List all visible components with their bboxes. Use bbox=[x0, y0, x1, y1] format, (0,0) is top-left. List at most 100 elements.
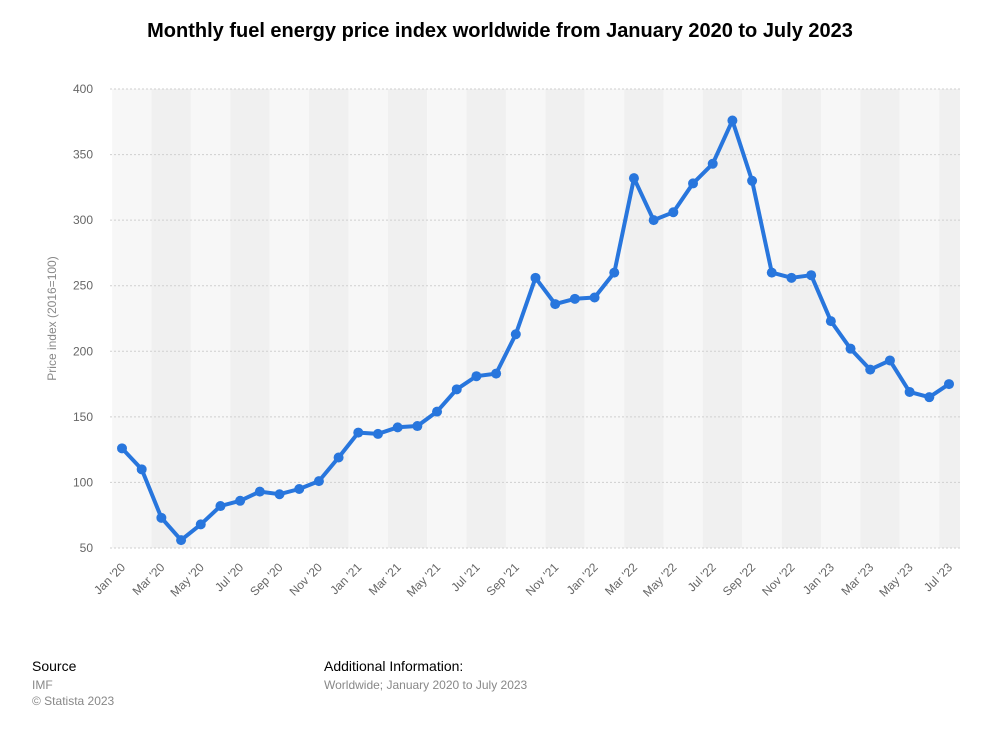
x-tick-label: Sep '21 bbox=[484, 560, 523, 599]
background-band bbox=[466, 89, 506, 548]
data-point[interactable] bbox=[904, 386, 915, 397]
source-block: Source IMF © Statista 2023 bbox=[32, 658, 114, 709]
x-tick-label: Jul '20 bbox=[212, 560, 246, 594]
x-tick-label: May '23 bbox=[876, 560, 916, 600]
background-band bbox=[190, 89, 231, 548]
additional-info-heading: Additional Information: bbox=[324, 658, 464, 674]
x-tick-label: Jan '20 bbox=[91, 560, 128, 597]
x-tick-label: Mar '20 bbox=[130, 560, 168, 598]
background-band bbox=[427, 89, 467, 548]
x-tick-label: Jan '23 bbox=[800, 560, 837, 597]
data-point[interactable] bbox=[550, 299, 561, 310]
x-tick-label: Nov '22 bbox=[759, 560, 798, 599]
data-point[interactable] bbox=[688, 178, 699, 189]
data-point[interactable] bbox=[353, 427, 364, 438]
data-point[interactable] bbox=[294, 483, 305, 494]
background-band bbox=[781, 89, 822, 548]
x-tick-label: Nov '21 bbox=[523, 560, 562, 599]
data-point[interactable] bbox=[432, 406, 443, 417]
data-point[interactable] bbox=[195, 519, 206, 530]
data-point[interactable] bbox=[825, 316, 836, 327]
x-tick-label: May '20 bbox=[168, 560, 208, 600]
data-point[interactable] bbox=[313, 476, 324, 487]
data-point[interactable] bbox=[648, 215, 659, 226]
y-tick-label: 300 bbox=[73, 213, 93, 227]
y-tick-label: 100 bbox=[73, 475, 93, 489]
x-tick-label: May '21 bbox=[404, 560, 444, 600]
data-series bbox=[117, 115, 954, 546]
data-point[interactable] bbox=[451, 384, 462, 395]
data-point[interactable] bbox=[944, 379, 954, 390]
background-band bbox=[387, 89, 428, 548]
data-point[interactable] bbox=[530, 272, 541, 283]
data-point[interactable] bbox=[117, 443, 127, 454]
data-point[interactable] bbox=[215, 501, 226, 512]
x-tick-label: Sep '22 bbox=[720, 560, 759, 599]
data-point[interactable] bbox=[491, 368, 502, 379]
data-point[interactable] bbox=[254, 486, 265, 497]
y-tick-label: 400 bbox=[73, 82, 93, 96]
gridlines bbox=[110, 88, 960, 549]
data-point[interactable] bbox=[392, 422, 403, 433]
data-point[interactable] bbox=[412, 421, 423, 432]
data-point[interactable] bbox=[786, 272, 797, 283]
background-band bbox=[545, 89, 585, 548]
copyright[interactable]: © Statista 2023 bbox=[32, 694, 115, 708]
x-tick-label: Mar '23 bbox=[838, 560, 876, 598]
x-tick-label: Jul '21 bbox=[448, 560, 482, 594]
background-band bbox=[663, 89, 703, 548]
data-point[interactable] bbox=[569, 293, 580, 304]
source-heading: Source bbox=[32, 658, 77, 674]
y-tick-label: 150 bbox=[73, 410, 93, 424]
data-point[interactable] bbox=[806, 270, 817, 281]
y-tick-label: 250 bbox=[73, 279, 93, 293]
data-point[interactable] bbox=[924, 392, 935, 403]
data-point[interactable] bbox=[668, 207, 679, 218]
data-point[interactable] bbox=[628, 173, 639, 184]
data-point[interactable] bbox=[235, 495, 246, 506]
data-point[interactable] bbox=[609, 267, 620, 278]
data-point[interactable] bbox=[845, 343, 856, 354]
background-band bbox=[860, 89, 900, 548]
x-tick-label: Jan '21 bbox=[327, 560, 364, 597]
source-name[interactable]: IMF bbox=[32, 678, 53, 692]
background-band bbox=[269, 89, 310, 548]
x-tick-label: Sep '20 bbox=[247, 560, 286, 599]
y-axis-ticks: 50 100 150 200 250 300 350 400 bbox=[73, 82, 93, 555]
data-point[interactable] bbox=[372, 428, 383, 439]
background-band bbox=[939, 89, 960, 548]
y-tick-label: 50 bbox=[80, 541, 94, 555]
x-tick-label: Jul '23 bbox=[921, 560, 955, 594]
background-band bbox=[151, 89, 191, 548]
additional-info-block: Additional Information: Worldwide; Janua… bbox=[324, 658, 527, 693]
x-tick-label: May '22 bbox=[640, 560, 680, 600]
data-point[interactable] bbox=[471, 371, 482, 382]
data-point[interactable] bbox=[727, 115, 738, 126]
background-band bbox=[899, 89, 940, 548]
background-band bbox=[702, 89, 743, 548]
data-point[interactable] bbox=[176, 535, 187, 546]
x-tick-label: Mar '21 bbox=[366, 560, 404, 598]
data-point[interactable] bbox=[707, 158, 718, 169]
data-point[interactable] bbox=[274, 489, 285, 500]
background-band bbox=[624, 89, 664, 548]
data-point[interactable] bbox=[589, 292, 600, 303]
data-point[interactable] bbox=[510, 329, 521, 340]
background-band bbox=[742, 89, 782, 548]
data-point[interactable] bbox=[884, 355, 895, 366]
additional-info-text: Worldwide; January 2020 to July 2023 bbox=[324, 678, 528, 692]
data-point[interactable] bbox=[333, 452, 344, 463]
x-tick-label: Jan '22 bbox=[564, 560, 601, 597]
data-point[interactable] bbox=[865, 364, 876, 375]
y-tick-label: 200 bbox=[73, 344, 93, 358]
y-tick-label: 350 bbox=[73, 148, 93, 162]
data-point[interactable] bbox=[766, 267, 777, 278]
data-point[interactable] bbox=[156, 512, 167, 523]
chart-title: Monthly fuel energy price index worldwid… bbox=[147, 20, 853, 42]
data-point[interactable] bbox=[136, 464, 147, 475]
background-band bbox=[584, 89, 625, 548]
x-axis-ticks: Jan '20 Mar '20 May '20 Jul '20 Sep '20 Nov '… bbox=[91, 560, 955, 600]
y-axis-label: Price index (2016=100) bbox=[45, 256, 59, 380]
data-point[interactable] bbox=[747, 175, 758, 186]
